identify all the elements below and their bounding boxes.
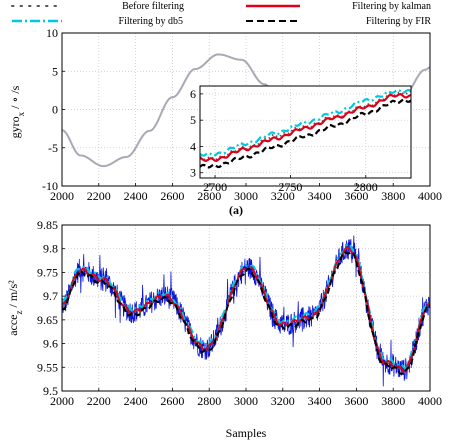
x-tick-label: 2800	[197, 394, 221, 408]
x-tick-label: 2800	[197, 189, 221, 203]
x-tick-label: 2600	[160, 189, 184, 203]
inset-panel: 2700 2750 2800 6 5 4 3	[190, 85, 412, 194]
y-tick-label: 4	[190, 139, 196, 153]
y-tick-label: 10	[46, 26, 58, 40]
y-tick-label: 5	[52, 64, 58, 78]
x-tick-label: 2000	[50, 189, 74, 203]
top-panel: 2000 2200 2400 2600 2800 3000 3200 3400 3600 3800…	[8, 26, 442, 217]
y-tick-label: 9.7	[43, 289, 58, 303]
x-tick-label: 3000	[234, 394, 258, 408]
bottom-y-axis-title: accez / m/s²	[6, 280, 24, 336]
inset-series-kalman	[200, 93, 411, 163]
legend-label-before: Before filtering	[122, 1, 184, 12]
y-tick-label: 9.55	[37, 360, 58, 374]
x-tick-label: 3000	[234, 189, 258, 203]
x-tick-label: 3200	[271, 394, 295, 408]
inset-series-fir	[200, 98, 411, 169]
x-tick-label: 2000	[50, 394, 74, 408]
y-tick-label: 9.85	[37, 218, 58, 232]
legend-label-fir: Filtering by FIR	[366, 16, 431, 27]
legend-label-db5: Filtering by db5	[119, 16, 183, 27]
x-tick-label: 2200	[87, 189, 111, 203]
x-tick-label: 2750	[278, 180, 302, 194]
y-tick-label: 9.5	[43, 384, 58, 398]
legend-label-kalman: Filtering by kalman	[352, 1, 431, 12]
bottom-y-ticks: 9.85 9.8 9.75 9.7 9.65 9.6 9.55 9.5	[37, 218, 65, 398]
x-tick-label: 2800	[354, 180, 378, 194]
inset-gridlines	[200, 86, 411, 178]
bottom-plot-lines	[62, 235, 430, 387]
y-tick-label: 6	[190, 87, 196, 101]
y-tick-label: -5	[48, 141, 58, 155]
bottom-gridlines	[61, 224, 431, 392]
x-tick-label: 3600	[344, 394, 368, 408]
y-tick-label: 9.6	[43, 337, 58, 351]
y-tick-label: 9.8	[43, 242, 58, 256]
legend: Before filtering Filtering by kalman Fil…	[11, 1, 431, 27]
y-tick-label: 9.75	[37, 265, 58, 279]
inset-plot-lines	[200, 88, 411, 169]
axis-title-subscript: x	[16, 111, 26, 116]
series-line-fir	[62, 251, 430, 375]
panel-label-a: (a)	[229, 203, 243, 217]
x-tick-label: 3200	[271, 189, 295, 203]
top-y-ticks: 10 5 0 -5 -10	[42, 26, 65, 193]
y-tick-label: 9.65	[37, 313, 58, 327]
x-tick-label: 2400	[124, 189, 148, 203]
bottom-x-ticks: 2000 2200 2400 2600 2800 3000 3200 3400 3600 3800…	[50, 388, 442, 408]
x-tick-label: 2200	[87, 394, 111, 408]
x-tick-label: 4000	[418, 189, 442, 203]
x-tick-label: 3400	[308, 394, 332, 408]
x-tick-label: 2600	[160, 394, 184, 408]
y-tick-label: -10	[42, 179, 58, 193]
axis-title-subscript: z	[14, 310, 24, 314]
x-tick-label: 3800	[381, 394, 405, 408]
bottom-x-axis-title: Samples	[226, 426, 267, 440]
x-tick-label: 3400	[308, 189, 332, 203]
x-tick-label: 2400	[124, 394, 148, 408]
top-y-axis-title: gyrox / ∘ /s	[8, 85, 26, 138]
y-tick-label: 5	[190, 113, 196, 127]
inset-y-ticks: 6 5 4 3	[190, 87, 203, 180]
y-tick-label: 0	[52, 103, 58, 117]
axis-title-units: / ∘ /s	[8, 85, 22, 112]
top-x-ticks: 2000 2200 2400 2600 2800 3000 3200 3400 3600 3800…	[50, 183, 442, 203]
x-tick-label: 4000	[418, 394, 442, 408]
x-tick-label: 2700	[203, 180, 227, 194]
axis-title-units: / m/s²	[6, 280, 20, 311]
x-tick-label: 3600	[344, 189, 368, 203]
inset-series-db5	[200, 88, 411, 157]
inset-background	[200, 86, 411, 178]
x-tick-label: 3800	[381, 189, 405, 203]
bottom-panel: 2000 2200 2400 2600 2800 3000 3200 3400 3600 3800…	[6, 218, 442, 440]
y-tick-label: 3	[190, 166, 196, 180]
inset-frame	[199, 85, 412, 179]
inset-x-ticks: 2700 2750 2800	[203, 175, 378, 194]
